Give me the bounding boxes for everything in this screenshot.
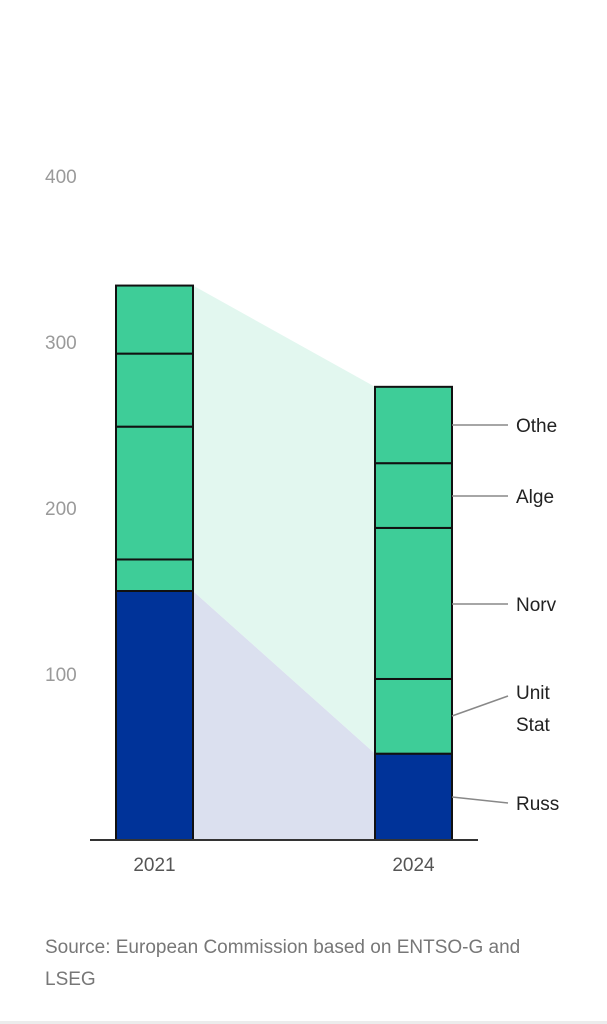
bar-segment — [374, 677, 453, 755]
series-label: Stat — [516, 715, 551, 736]
bar-segment — [115, 425, 194, 561]
bar-segment — [115, 284, 194, 355]
chart: 100 200 300 400 2021 2024 Othe Alge Norv Unit Stat… — [45, 167, 559, 876]
bar-segment — [115, 558, 194, 593]
series-label: Norv — [516, 595, 557, 616]
other-flow-band — [193, 285, 375, 754]
russia-flow-band — [193, 591, 375, 840]
bar-segment — [374, 385, 453, 465]
bottom-divider — [0, 1021, 607, 1024]
y-tick-label: 300 — [45, 333, 77, 354]
bar-segment — [115, 590, 194, 841]
y-tick-label: 100 — [45, 665, 77, 686]
series-label: Unit — [516, 683, 551, 704]
series-label: Othe — [516, 416, 557, 437]
series-label: Russ — [516, 794, 559, 815]
bar-segment — [374, 752, 453, 841]
label-leader-line — [451, 796, 509, 804]
bar-segment — [374, 526, 453, 680]
bar-segment — [374, 462, 453, 529]
source-note: Source: European Commission based on ENT… — [45, 937, 521, 990]
x-tick-label: 2021 — [133, 855, 175, 876]
y-tick-label: 200 — [45, 499, 77, 520]
x-tick-label: 2024 — [392, 855, 435, 876]
bar-segment — [115, 352, 194, 428]
label-leader-line — [451, 695, 509, 717]
y-tick-label: 400 — [45, 167, 77, 188]
series-label: Alge — [516, 487, 554, 508]
